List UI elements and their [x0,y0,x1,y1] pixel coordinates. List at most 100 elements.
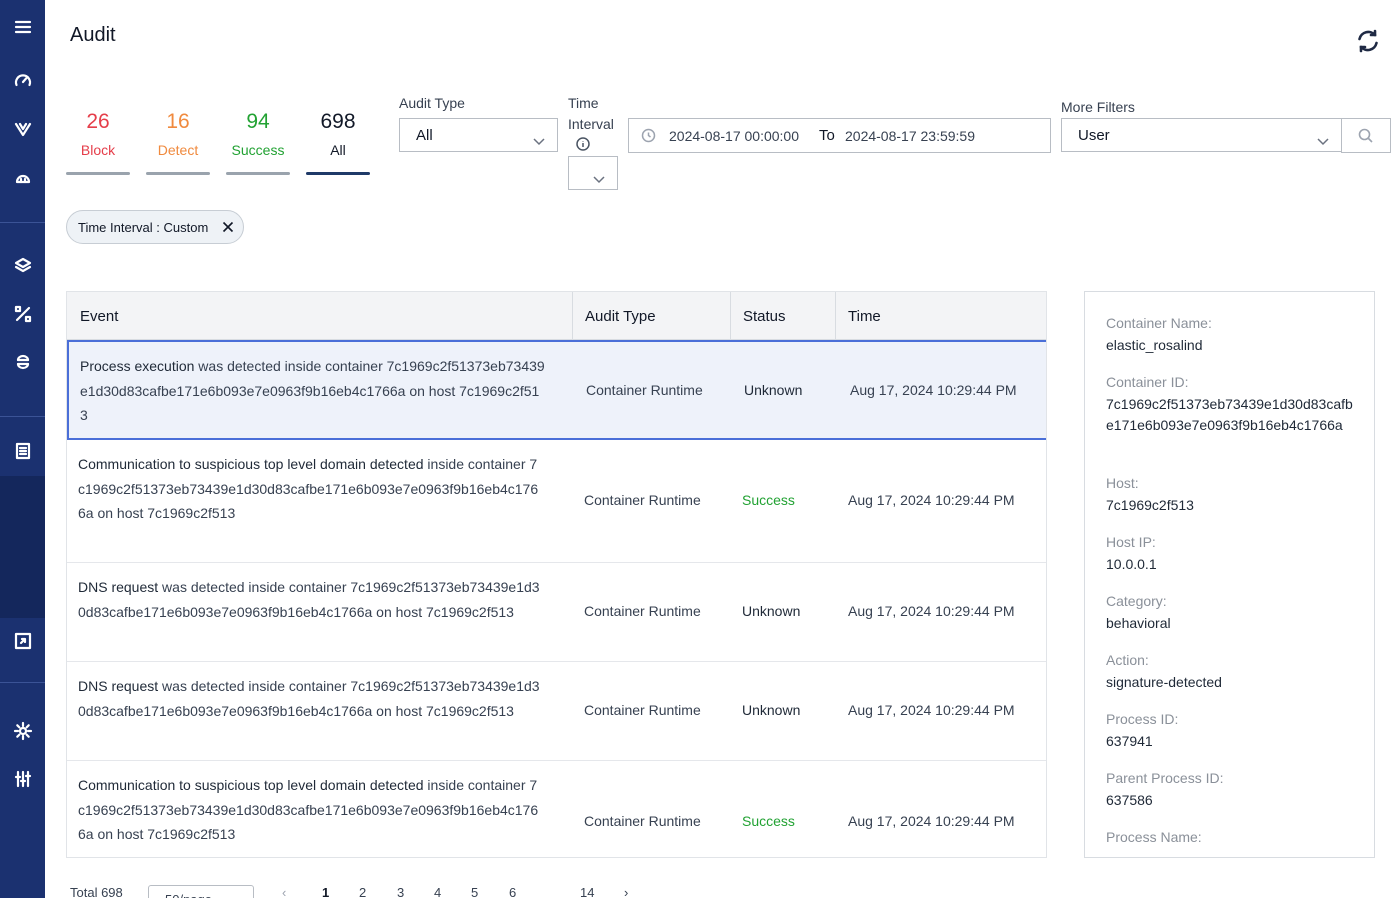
detail-key: Process Name: [1106,829,1202,845]
more-filters-value: User [1078,126,1110,144]
page-title: Audit [70,24,116,46]
detail-key: Category: [1106,593,1167,609]
counter-all-label: All [330,142,346,158]
connection-icon[interactable] [0,338,45,386]
dashboard-gauge-icon[interactable] [0,57,45,105]
counter-block-underline [66,172,130,175]
time-cell: Aug 17, 2024 10:29:44 PM [848,603,1015,619]
page-number[interactable]: 5 [471,885,479,898]
prev-page-icon[interactable]: ‹ [282,885,287,898]
column-header-event[interactable]: Event [67,292,573,340]
column-header-time[interactable]: Time [848,307,881,325]
table-row[interactable]: DNS request was detected inside containe… [67,563,1046,662]
detail-value: signature-detected [1106,674,1222,690]
event-cell: DNS request was detected inside containe… [78,674,543,723]
more-filters-select[interactable]: User [1061,118,1342,152]
event-title: Communication to suspicious top level do… [78,456,424,472]
audit-type-select[interactable]: All [399,118,558,152]
counter-detect[interactable]: 16 Detect [146,108,210,175]
range-start-input[interactable]: 2024-08-17 00:00:00 [669,128,799,144]
event-cell: DNS request was detected inside containe… [78,575,543,624]
layers-icon[interactable] [0,242,45,290]
detail-value: 7c1969c2f513 [1106,497,1194,513]
counter-detect-label: Detect [157,142,199,158]
counter-success[interactable]: 94 Success [226,108,290,175]
counter-block-label: Block [80,142,116,158]
counter-success-label: Success [231,142,285,158]
range-separator: To [819,127,835,144]
page-size-select[interactable]: 50/page [148,885,254,898]
event-title: DNS request [78,678,159,694]
counter-block[interactable]: 26 Block [66,108,130,175]
time-interval-label: Time [568,95,599,111]
percent-icon[interactable] [0,290,45,338]
gear-icon[interactable] [0,707,45,755]
time-interval-label-line2: Interval [568,116,614,132]
page-number[interactable]: 3 [397,885,405,898]
counter-all[interactable]: 698 All [306,108,370,175]
shield-icon[interactable] [0,105,45,153]
audit-type-value: All [416,126,433,144]
refresh-icon[interactable] [1355,28,1381,54]
page-number[interactable]: 4 [434,885,442,898]
info-icon[interactable] [576,137,590,151]
search-button[interactable] [1341,118,1391,153]
audit-type-cell: Container Runtime [584,702,701,718]
document-icon[interactable] [0,427,45,475]
audit-type-cell: Container Runtime [584,492,701,508]
more-filters-label: More Filters [1061,99,1135,115]
column-header-status[interactable]: Status [730,292,836,340]
detail-value: 10.0.0.1 [1106,556,1157,572]
detail-panel: Container Name: elastic_rosalind Contain… [1084,291,1375,858]
audit-type-cell: Container Runtime [584,813,701,829]
filter-chip[interactable]: Time Interval : Custom [66,210,244,244]
sidebar-divider [0,222,45,223]
table-row[interactable]: Communication to suspicious top level do… [67,761,1046,857]
table-header: Event Audit Type Status Time [67,292,1046,340]
time-interval-select[interactable] [568,156,618,190]
detail-value: behavioral [1106,615,1171,631]
page-number[interactable]: 6 [509,885,517,898]
status-cell: Success [742,813,795,829]
table-row[interactable]: Process execution was detected inside co… [67,340,1046,440]
column-header-audit-type[interactable]: Audit Type [572,292,731,340]
cloud-upload-icon[interactable] [0,153,45,201]
counter-success-value: 94 [246,110,270,133]
table-row[interactable]: Communication to suspicious top level do… [67,440,1046,563]
event-description: inside container 7c1969c2f51373eb73439e1… [78,456,539,521]
close-icon[interactable] [222,221,234,233]
next-page-icon[interactable]: › [624,885,629,898]
table-row[interactable]: DNS request was detected inside containe… [67,662,1046,761]
time-cell: Aug 17, 2024 10:29:44 PM [848,492,1015,508]
resize-icon[interactable] [0,617,45,665]
time-cell: Aug 17, 2024 10:29:44 PM [850,382,1017,398]
detail-key: Process ID: [1106,711,1179,727]
clock-icon [641,128,656,143]
detail-key: Host: [1106,475,1139,491]
audit-type-cell: Container Runtime [584,603,701,619]
event-title: Communication to suspicious top level do… [78,777,424,793]
detail-key: Host IP: [1106,534,1156,550]
menu-icon[interactable] [0,3,45,51]
counter-block-value: 26 [86,110,110,133]
status-cell: Unknown [742,702,801,718]
range-end-input[interactable]: 2024-08-17 23:59:59 [845,128,975,144]
event-cell: Communication to suspicious top level do… [78,773,543,847]
sidebar-active-section [0,476,45,618]
filter-chip-label: Time Interval : Custom [78,219,209,235]
detail-key: Container ID: [1106,374,1189,390]
counter-detect-underline [146,172,210,175]
event-cell: Communication to suspicious top level do… [78,452,543,526]
page-number[interactable]: 1 [322,885,330,898]
status-cell: Success [742,492,795,508]
audit-table: Event Audit Type Status Time Process exe… [66,291,1047,858]
page-number[interactable]: 14 [580,885,595,898]
search-icon [1358,128,1373,143]
date-range-picker[interactable]: 2024-08-17 00:00:00 To 2024-08-17 23:59:… [628,118,1051,153]
page-number[interactable]: 2 [359,885,367,898]
time-cell: Aug 17, 2024 10:29:44 PM [848,813,1015,829]
time-cell: Aug 17, 2024 10:29:44 PM [848,702,1015,718]
detail-value: 7c1969c2f51373eb73439e1d30d83cafbe171e6b… [1106,396,1353,433]
sliders-icon[interactable] [0,755,45,803]
counter-all-underline [306,172,370,175]
